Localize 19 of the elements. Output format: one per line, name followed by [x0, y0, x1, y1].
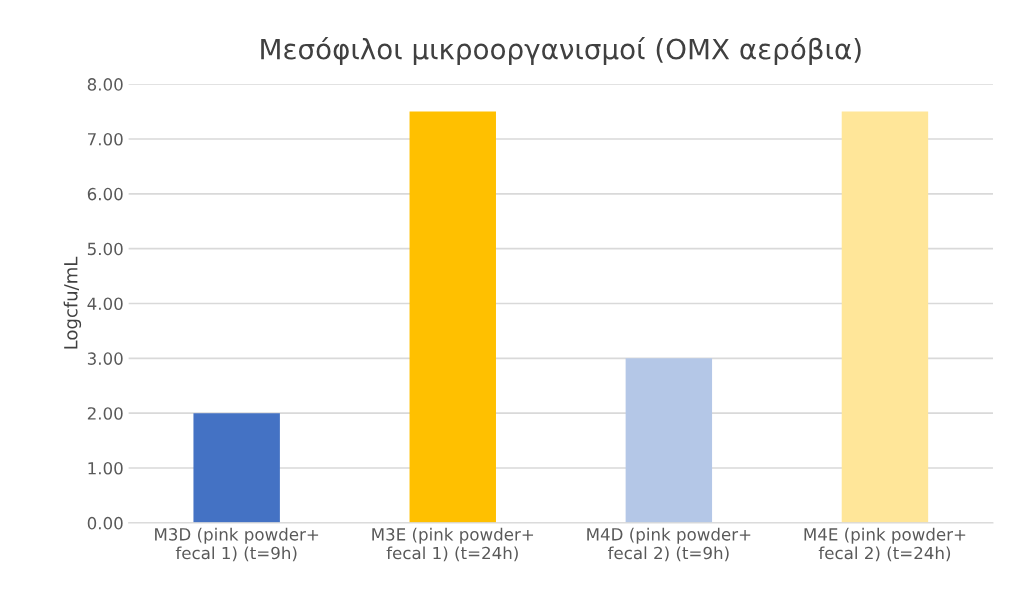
bar — [625, 358, 713, 523]
x-tick-label: M3D (pink powder+ fecal 1) (t=9h) — [155, 527, 319, 562]
y-tick-label: 4.00 — [87, 297, 123, 311]
y-tick-label: 1.00 — [88, 461, 123, 475]
y-tick-label: 8.00 — [87, 78, 123, 91]
y-tick-label: 5.00 — [87, 242, 123, 256]
y-tick-label: 0.00 — [87, 516, 123, 530]
bar — [409, 111, 496, 523]
y-tick-label: 2.00 — [87, 407, 123, 420]
y-tick-label: 6.00 — [87, 187, 123, 201]
bar — [841, 111, 929, 523]
y-tick-label: 7.00 — [88, 132, 123, 146]
x-tick-label: M4E (pink powder+ fecal 2) (t=24h) — [804, 527, 966, 562]
x-tick-label: M4D (pink powder+ fecal 2) (t=9h) — [587, 527, 751, 562]
chart-title: Μεσόφιλοι μικροοργανισμοί (ΟΜΧ αερόβια) — [261, 36, 861, 65]
y-tick-label: 3.00 — [87, 352, 123, 365]
y-axis-title: Logcfu/mL — [63, 256, 82, 349]
bar — [193, 413, 280, 523]
x-tick-label: M3E (pink powder+ fecal 1) (t=24h) — [372, 527, 534, 562]
